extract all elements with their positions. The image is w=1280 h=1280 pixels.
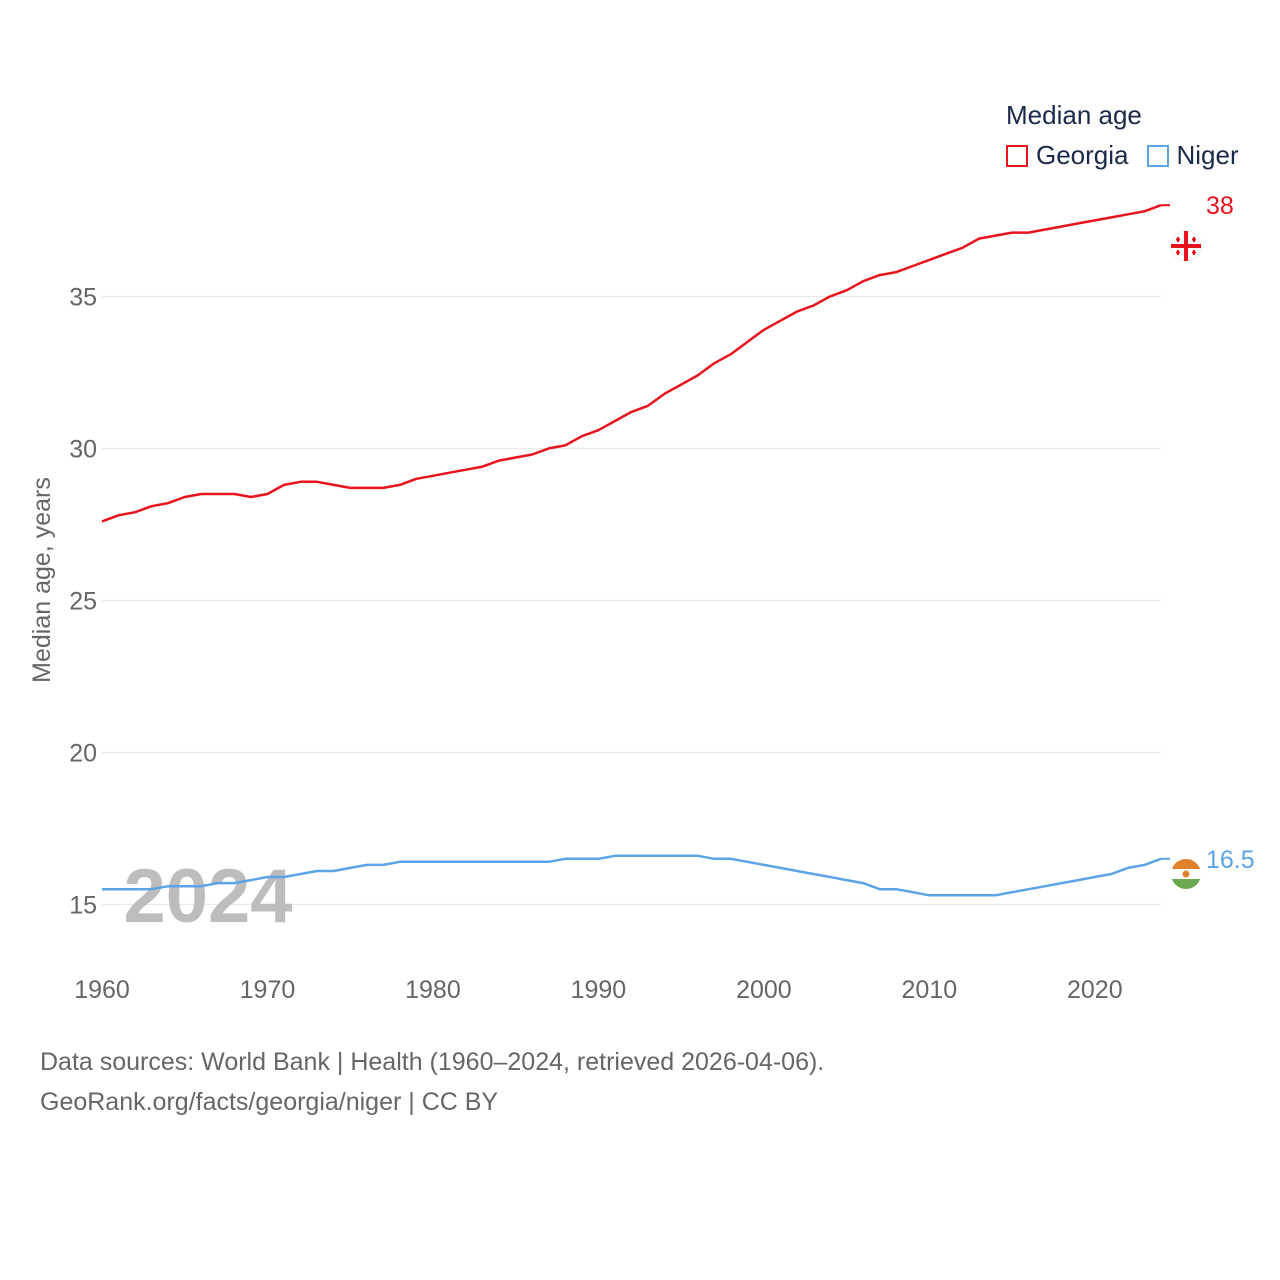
- legend-item-georgia[interactable]: Georgia: [1006, 140, 1129, 171]
- x-tick-label-1980: 1980: [405, 976, 461, 1004]
- footer: Data sources: World Bank | Health (1960–…: [40, 1042, 824, 1122]
- end-label-niger: 16.5: [1206, 846, 1255, 874]
- x-tick-label-2020: 2020: [1067, 976, 1123, 1004]
- legend-swatch-niger: [1146, 144, 1169, 167]
- legend-label-georgia: Georgia: [1036, 140, 1129, 170]
- legend-title: Median age: [1006, 100, 1142, 130]
- end-markers: [1170, 230, 1202, 889]
- legend-item-niger[interactable]: Niger: [1146, 140, 1239, 171]
- end-label-georgia: 38: [1206, 192, 1234, 220]
- y-axis-label: Median age, years: [28, 477, 56, 683]
- y-tick-label-30: 30: [69, 435, 97, 463]
- x-tick-label-1970: 1970: [240, 976, 296, 1004]
- series-lines: [101, 204, 1170, 897]
- legend-label-niger: Niger: [1176, 140, 1239, 170]
- data-source-text: Data sources: World Bank | Health (1960–…: [40, 1048, 825, 1076]
- x-tick-label-1990: 1990: [571, 976, 627, 1004]
- x-tick-label-2010: 2010: [902, 976, 958, 1004]
- georgia-flag-icon: [1170, 230, 1202, 262]
- series-line-niger: [102, 854, 1162, 897]
- gridlines: [102, 295, 1161, 905]
- end-labels: 38 16.5: [1206, 192, 1255, 874]
- attribution-text: GeoRank.org/facts/georgia/niger | CC BY: [40, 1088, 499, 1116]
- niger-flag-icon: [1171, 859, 1201, 889]
- y-tick-label-25: 25: [69, 587, 97, 615]
- series-line-georgia: [101, 204, 1162, 523]
- y-axis-ticks: 15 20 25 30 35: [69, 283, 97, 919]
- year-watermark: 2024: [123, 854, 292, 939]
- y-tick-label-15: 15: [69, 891, 97, 919]
- x-tick-label-1960: 1960: [74, 976, 130, 1004]
- y-tick-label-20: 20: [69, 739, 97, 767]
- legend: Median age Georgia Niger: [1006, 100, 1257, 171]
- legend-swatch-georgia: [1006, 144, 1028, 167]
- y-tick-label-35: 35: [69, 283, 97, 311]
- x-tick-label-2000: 2000: [736, 976, 792, 1004]
- legend-items: Georgia Niger: [1006, 140, 1257, 171]
- x-axis-ticks: 1960 1970 1980 1990 2000 2010 2020: [74, 976, 1122, 1004]
